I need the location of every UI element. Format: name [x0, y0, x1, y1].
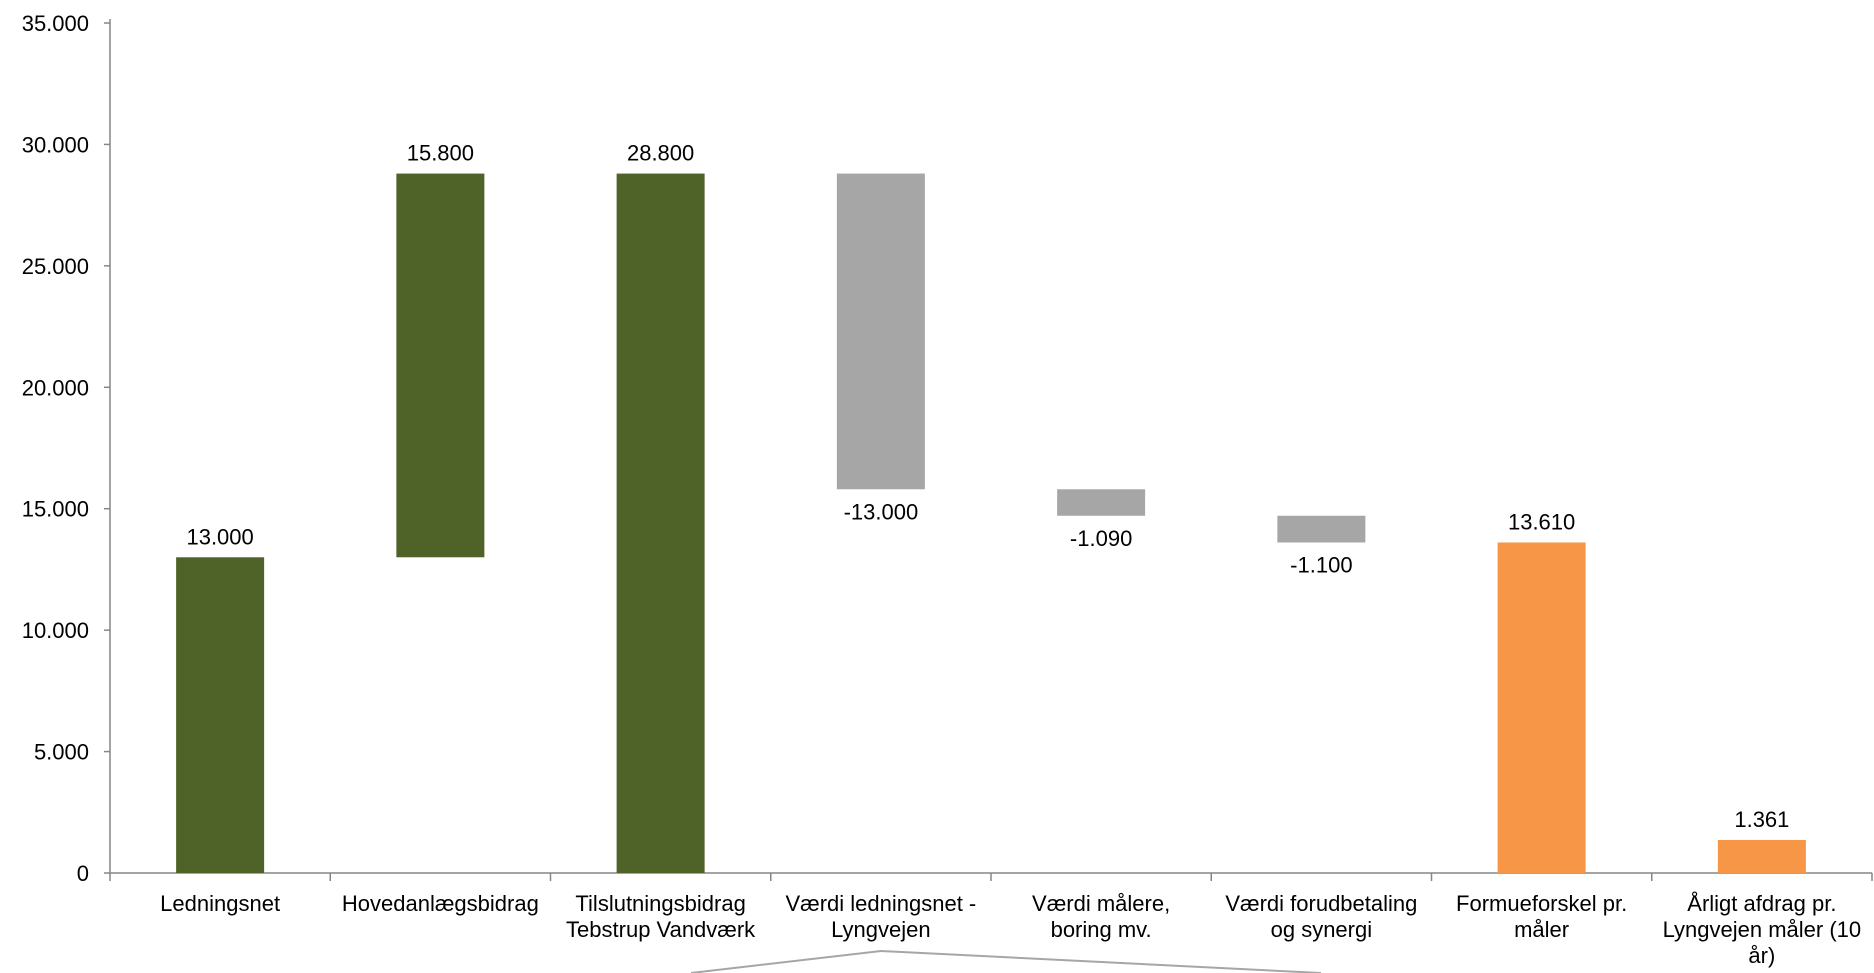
y-tick-label: 20.000: [22, 375, 89, 400]
category-label: Værdi forudbetaling og synergi: [1225, 891, 1417, 942]
category-label: Årligt afdrag pr. Lyngvejen måler (10 år): [1663, 891, 1862, 968]
y-tick-label: 5.000: [34, 740, 89, 765]
y-tick-label: 25.000: [22, 254, 89, 279]
y-tick-label: 30.000: [22, 132, 89, 157]
bar: [616, 173, 705, 874]
data-label: -13.000: [844, 499, 919, 524]
data-label: 1.361: [1734, 807, 1789, 832]
bar: [1497, 542, 1586, 873]
category-label: Formueforskel pr. måler: [1456, 891, 1627, 942]
labels: 13.000 Ledningsnet 15.800 Hovedanlægsbidrag…: [160, 141, 1861, 968]
callout-shape: [690, 949, 1322, 973]
bar: [1717, 839, 1806, 873]
data-label: 13.610: [1508, 509, 1575, 534]
category-label: Tilslutningsbidrag Tebstrup Vandværk: [566, 891, 756, 942]
bar: [1277, 515, 1366, 543]
bar: [176, 557, 265, 873]
y-tick-label: 0: [77, 861, 89, 886]
data-label: 28.800: [627, 141, 694, 166]
bars: [176, 173, 1806, 874]
axes: 0 5.000 10.000 15.000 20.000 25.000 30.000 35.0…: [22, 11, 1873, 886]
category-label: Ledningsnet: [160, 891, 280, 916]
category-label: Værdi ledningsnet -Lyngvejen: [785, 891, 976, 942]
y-tick-label: 10.000: [22, 618, 89, 643]
bar: [1057, 489, 1146, 516]
bar: [396, 173, 485, 558]
category-label: Værdi målere, boring mv.: [1032, 891, 1170, 942]
data-label: 13.000: [186, 524, 253, 549]
data-label: -1.090: [1070, 526, 1132, 551]
data-label: -1.100: [1290, 552, 1352, 577]
bar: [836, 173, 925, 490]
data-label: 15.800: [407, 141, 474, 166]
y-tick-label: 35.000: [22, 11, 89, 36]
category-label: Hovedanlægsbidrag: [342, 891, 539, 916]
y-tick-label: 15.000: [22, 497, 89, 522]
